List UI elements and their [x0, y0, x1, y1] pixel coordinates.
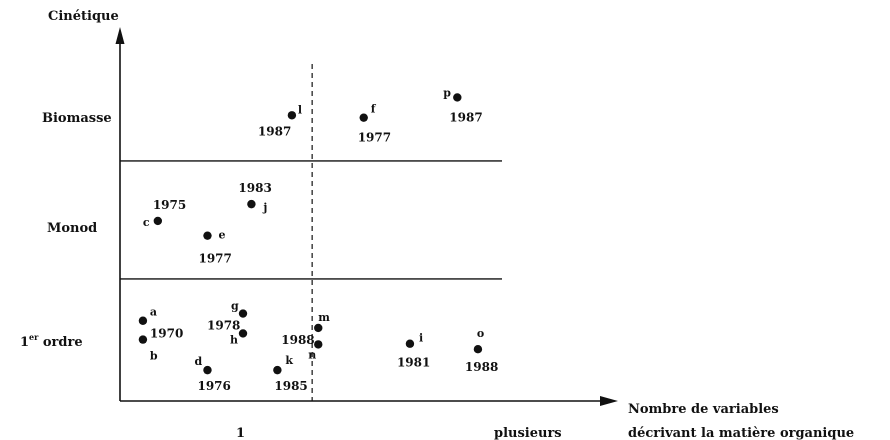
point-year-label-c: 1975: [153, 198, 186, 212]
data-point-h: [238, 329, 248, 338]
data-point-p: [453, 93, 462, 102]
point-year-label-l: 1987: [258, 124, 291, 138]
x-category-label-1: 1: [236, 426, 245, 440]
x-category-label-plusieurs: plusieurs: [494, 426, 562, 440]
point-id-label-f: f: [371, 103, 377, 116]
point-year-label-d: 1976: [197, 379, 230, 393]
y-category-label-premier-ordre-sup: er: [29, 332, 39, 342]
y-category-label-premier-ordre: 1er ordre: [20, 332, 83, 350]
quadrant-dividers: [120, 64, 502, 401]
point-id-label-d: d: [194, 355, 202, 368]
point-year-label-e: 1977: [198, 252, 231, 266]
data-point-o: [473, 345, 483, 354]
data-point-a: [138, 316, 148, 325]
data-point-e: [203, 231, 212, 240]
point-id-label-c: c: [143, 216, 150, 229]
point-id-label-g: g: [231, 300, 239, 313]
point-id-label-n: n: [308, 348, 316, 361]
point-year-label-o: 1988: [465, 360, 498, 374]
y-category-label-biomasse: Biomasse: [42, 111, 112, 126]
y-axis-title: Cinétique: [48, 9, 119, 24]
x-axis-title-line-1: Nombre de variables: [628, 402, 779, 417]
data-point-m: [314, 323, 323, 333]
y-axis-arrowhead: [115, 27, 125, 44]
point-year-label-k: 1985: [274, 379, 307, 393]
point-id-label-p: p: [443, 86, 451, 99]
data-point-d: [203, 365, 212, 375]
point-year-label-b: 1970: [150, 327, 183, 341]
data-point-c: [153, 216, 163, 226]
point-year-label-i: 1981: [397, 356, 430, 370]
point-year-label-g: 1978: [207, 319, 240, 333]
point-id-label-e: e: [218, 229, 225, 242]
point-id-label-j: j: [262, 201, 267, 214]
y-category-label-premier-ordre-num: 1: [20, 335, 29, 350]
point-id-label-b: b: [150, 350, 158, 363]
data-point-l: [287, 111, 297, 120]
data-point-g: [238, 309, 248, 318]
point-year-label-p: 1987: [449, 110, 482, 124]
point-year-label-j: 1983: [238, 181, 271, 195]
data-point-f: [359, 113, 368, 122]
point-id-label-a: a: [150, 306, 157, 319]
data-point-b: [138, 335, 148, 344]
y-category-label-premier-ordre-rest: ordre: [38, 335, 82, 350]
x-axis-arrowhead: [600, 396, 618, 406]
data-point-j: [247, 199, 256, 209]
data-point-k: [273, 365, 282, 375]
point-id-label-k: k: [285, 354, 293, 367]
point-year-label-f: 1977: [358, 131, 391, 145]
point-year-label-m: 1988: [281, 333, 314, 347]
point-id-label-h: h: [230, 333, 238, 346]
point-id-label-i: i: [419, 332, 423, 345]
y-category-label-monod: Monod: [47, 221, 97, 236]
point-id-label-m: m: [318, 311, 330, 324]
data-point-i: [405, 339, 415, 348]
data-point-n: [314, 340, 323, 349]
point-id-label-l: l: [298, 103, 302, 116]
x-axis-title-line-2: décrivant la matière organique: [628, 426, 854, 440]
point-id-label-o: o: [477, 327, 484, 340]
